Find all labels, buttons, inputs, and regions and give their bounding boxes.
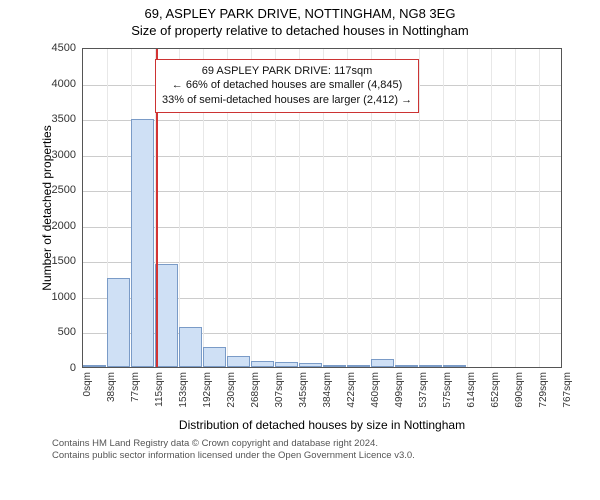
xtick-label: 422sqm — [346, 372, 357, 422]
gridline-v — [443, 49, 444, 367]
ytick-label: 3500 — [20, 113, 76, 125]
ytick-label: 2500 — [20, 184, 76, 196]
xtick-label: 499sqm — [394, 372, 405, 422]
xtick-label: 268sqm — [250, 372, 261, 422]
histogram-bar — [395, 365, 418, 367]
xtick-label: 153sqm — [178, 372, 189, 422]
histogram-bar — [203, 347, 226, 367]
gridline-v — [467, 49, 468, 367]
histogram-bar — [155, 264, 178, 367]
histogram-bar — [347, 365, 370, 367]
xtick-label: 115sqm — [154, 372, 165, 422]
footer-attribution: Contains HM Land Registry data © Crown c… — [20, 438, 580, 463]
ytick-label: 4000 — [20, 78, 76, 90]
xtick-label: 230sqm — [226, 372, 237, 422]
annotation-line: 33% of semi-detached houses are larger (… — [162, 93, 412, 108]
xtick-label: 690sqm — [514, 372, 525, 422]
annotation-line: ← 66% of detached houses are smaller (4,… — [162, 78, 412, 93]
histogram-bar — [227, 356, 250, 367]
histogram-bar — [419, 365, 442, 367]
xtick-label: 460sqm — [370, 372, 381, 422]
xtick-label: 729sqm — [538, 372, 549, 422]
plot-area: 69 ASPLEY PARK DRIVE: 117sqm← 66% of det… — [82, 48, 562, 368]
histogram-bar — [275, 362, 298, 367]
annotation-line: 69 ASPLEY PARK DRIVE: 117sqm — [162, 64, 412, 79]
histogram-bar — [179, 327, 202, 367]
xtick-label: 345sqm — [298, 372, 309, 422]
histogram-bar — [299, 363, 322, 367]
title-block: 69, ASPLEY PARK DRIVE, NOTTINGHAM, NG8 3… — [131, 0, 468, 38]
histogram-bar — [131, 119, 154, 367]
xtick-label: 38sqm — [106, 372, 117, 422]
y-axis-label: Number of detached properties — [40, 48, 54, 368]
page-title: 69, ASPLEY PARK DRIVE, NOTTINGHAM, NG8 3… — [131, 6, 468, 21]
histogram-bar — [323, 365, 346, 367]
ytick-label: 1000 — [20, 291, 76, 303]
xtick-label: 77sqm — [130, 372, 141, 422]
ytick-label: 4500 — [20, 42, 76, 54]
xtick-label: 192sqm — [202, 372, 213, 422]
footer-line-2: Contains public sector information licen… — [52, 450, 580, 462]
chart: Number of detached properties 69 ASPLEY … — [20, 40, 580, 440]
gridline-v — [419, 49, 420, 367]
ytick-label: 1500 — [20, 255, 76, 267]
xtick-label: 767sqm — [562, 372, 573, 422]
annotation-box: 69 ASPLEY PARK DRIVE: 117sqm← 66% of det… — [155, 59, 419, 114]
ytick-label: 2000 — [20, 220, 76, 232]
ytick-label: 3000 — [20, 149, 76, 161]
gridline-v — [491, 49, 492, 367]
xtick-label: 614sqm — [466, 372, 477, 422]
histogram-bar — [251, 361, 274, 367]
xtick-label: 0sqm — [82, 372, 93, 422]
ytick-label: 0 — [20, 362, 76, 374]
xtick-label: 537sqm — [418, 372, 429, 422]
histogram-bar — [443, 365, 466, 367]
ytick-label: 500 — [20, 326, 76, 338]
gridline-v — [515, 49, 516, 367]
histogram-bar — [371, 359, 394, 367]
gridline-v — [539, 49, 540, 367]
histogram-bar — [107, 278, 130, 367]
xtick-label: 307sqm — [274, 372, 285, 422]
xtick-label: 575sqm — [442, 372, 453, 422]
page-subtitle: Size of property relative to detached ho… — [131, 23, 468, 38]
xtick-label: 384sqm — [322, 372, 333, 422]
xtick-label: 652sqm — [490, 372, 501, 422]
histogram-bar — [83, 365, 106, 367]
